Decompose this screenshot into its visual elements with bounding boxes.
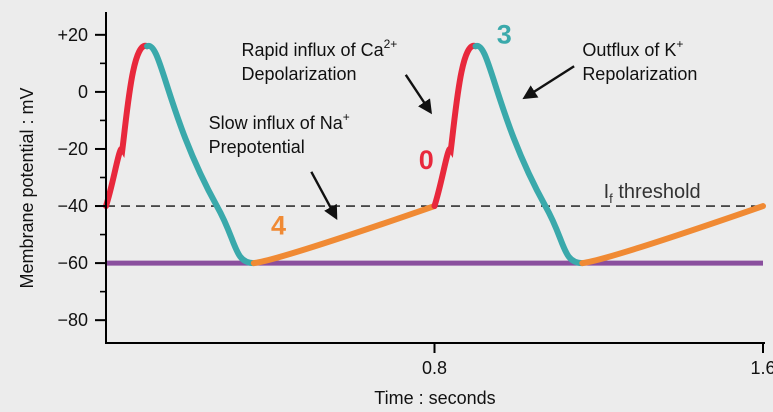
y-axis-label: Membrane potential : mV xyxy=(17,87,37,288)
annotation-potassium-outflux: Outflux of K+ Repolarization xyxy=(522,37,697,100)
calcium-influx-line-2: Depolarization xyxy=(242,64,357,84)
reference-lines-layer xyxy=(106,205,763,266)
annotation-layer: If threshold 0 3 4 Rapid influx of Ca2+ Depol… xyxy=(209,19,701,240)
y-tick-label-4: −60 xyxy=(57,253,88,273)
axes-layer: +20 0 −20 −40 −60 −80 0.8 1.6 xyxy=(57,12,773,378)
y-tick-label-0: +20 xyxy=(57,25,88,45)
curve-segment-phase-4-2 xyxy=(250,203,438,267)
phase-label-4: 4 xyxy=(271,211,286,241)
curve-segment-phase-3-1 xyxy=(144,43,257,267)
phase-label-3: 3 xyxy=(497,19,512,49)
sodium-influx-arrow xyxy=(310,171,338,220)
calcium-influx-line-1: Rapid influx of Ca2+ xyxy=(242,37,398,60)
calcium-influx-arrow xyxy=(404,74,432,115)
x-axis-label: Time : seconds xyxy=(374,388,495,408)
curve-segment-phase-0-3 xyxy=(431,43,479,210)
phase-label-0: 0 xyxy=(419,145,434,175)
y-tick-label-3: −40 xyxy=(57,196,88,216)
annotation-calcium-influx: Rapid influx of Ca2+ Depolarization xyxy=(242,37,432,115)
curve-segment-phase-0-0 xyxy=(103,43,151,210)
sodium-influx-line-2: Prepotential xyxy=(209,137,305,157)
x-tick-label-1: 1.6 xyxy=(750,358,773,378)
annotation-sodium-influx: Slow influx of Na+ Prepotential xyxy=(209,110,350,220)
curve-segment-phase-3-4 xyxy=(472,43,586,267)
sodium-influx-line-1: Slow influx of Na+ xyxy=(209,110,350,133)
threshold-label: If threshold xyxy=(604,181,701,206)
potassium-outflux-arrow xyxy=(522,65,575,100)
curve-segment-phase-4-5 xyxy=(579,203,766,267)
x-tick-label-0: 0.8 xyxy=(422,358,447,378)
y-tick-label-2: −20 xyxy=(57,139,88,159)
y-tick-label-5: −80 xyxy=(57,310,88,330)
potassium-outflux-line-2: Repolarization xyxy=(582,64,697,84)
potassium-outflux-line-1: Outflux of K+ xyxy=(582,37,683,60)
y-tick-label-1: 0 xyxy=(78,82,88,102)
action-potential-curve-layer xyxy=(103,43,766,267)
